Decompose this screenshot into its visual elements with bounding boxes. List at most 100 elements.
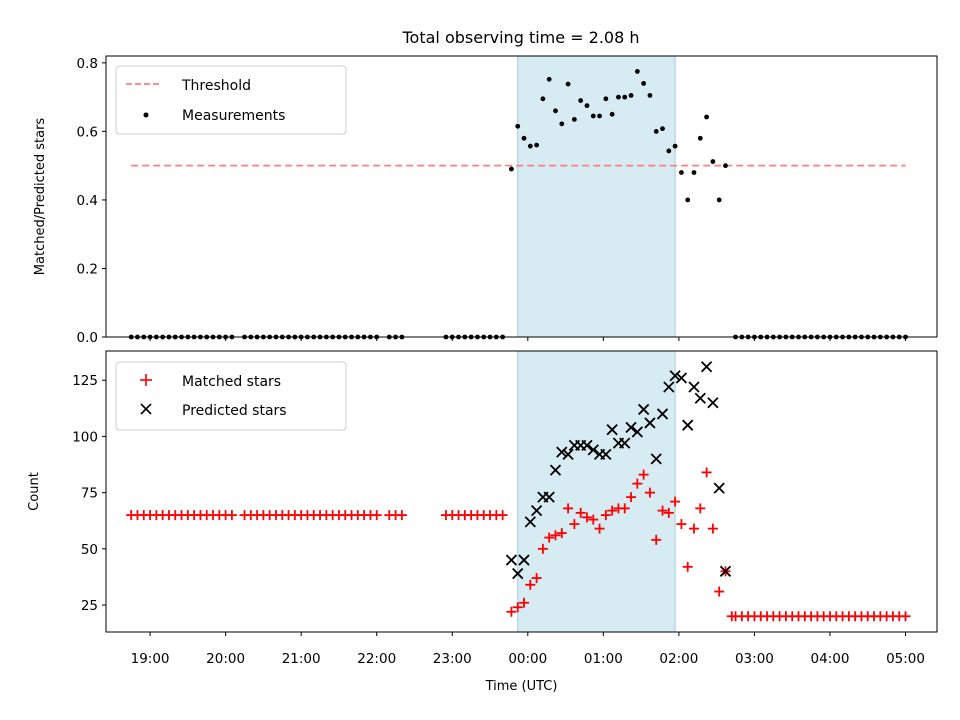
figure-title: Total observing time = 2.08 h	[401, 28, 639, 47]
measurement-point	[584, 103, 590, 109]
predicted-star-point	[600, 448, 612, 461]
measurement-point	[647, 93, 653, 98]
bottom-axes: 25 50 75 100 125 19:00 20:00 21:00 22:00 23:00 00…	[27, 350, 938, 694]
measurement-point	[597, 113, 602, 119]
x-tick-label: 00:00	[508, 651, 547, 667]
bottom-legend: Matched stars Predicted stars	[115, 361, 347, 431]
matched-star-point	[544, 532, 555, 543]
predicted-star-point	[631, 426, 643, 438]
y-tick-label: 100	[72, 429, 98, 445]
predicted-legend-swatch	[140, 403, 152, 415]
measurement-point	[521, 135, 527, 141]
predicted-star-points	[505, 361, 732, 580]
measurement-point	[653, 128, 659, 134]
predicted-star-point	[669, 370, 681, 382]
predicted-star-point	[619, 437, 631, 449]
measurement-point	[590, 113, 596, 119]
x-tick-label: 02:00	[659, 651, 698, 667]
matched-star-point	[506, 606, 517, 617]
measurement-point	[622, 94, 628, 100]
matched-star-point	[588, 514, 599, 525]
matched-star-point	[707, 523, 718, 534]
matched-star-point	[594, 523, 605, 534]
matched-star-point	[525, 579, 536, 590]
predicted-star-point	[656, 408, 669, 420]
measurement-point	[571, 116, 577, 122]
matched-star-point	[638, 469, 649, 480]
measurement-point	[509, 166, 514, 172]
y-tick-label: 0.4	[77, 193, 98, 209]
measurement-point	[710, 159, 716, 164]
matched-star-point	[581, 512, 592, 523]
measurement-point	[534, 142, 540, 148]
matched-star-point	[663, 507, 674, 518]
bottom-x-ticks: 19:00 20:00 21:00 22:00 23:00 00:00 01:00 02:00…	[131, 632, 925, 667]
x-tick-label: 22:00	[357, 651, 396, 667]
top-axes: 0.00.20.40.60.8 Matched/Predicted stars …	[33, 55, 938, 346]
matched-star-point	[688, 523, 699, 534]
measurement-point	[616, 94, 621, 100]
measurement-point	[641, 81, 647, 86]
predicted-star-point	[530, 504, 543, 517]
predicted-star-point	[625, 421, 637, 434]
y-tick-label: 0.0	[77, 330, 98, 346]
predicted-star-point	[505, 554, 518, 566]
top-legend-box	[115, 65, 347, 135]
predicted-star-point	[543, 491, 555, 503]
top-y-axis-label: Matched/Predicted stars	[33, 118, 48, 276]
matched-star-point	[550, 530, 561, 541]
predicted-star-point	[562, 448, 574, 461]
top-axes-frame	[105, 55, 938, 338]
measurement-point	[527, 143, 533, 149]
matched-star-point	[512, 602, 523, 613]
measurements-legend-label: Measurements	[182, 108, 285, 124]
predicted-star-point	[524, 516, 536, 528]
predicted-star-point	[587, 444, 599, 456]
matched-star-point	[657, 505, 668, 516]
bottom-y-ticks: 25 50 75 100 125	[72, 373, 106, 614]
matched-star-point	[556, 528, 567, 539]
y-tick-label: 0.8	[77, 56, 98, 72]
measurement-point	[723, 163, 728, 169]
predicted-star-point	[663, 381, 675, 393]
matched-legend-label: Matched stars	[182, 374, 281, 390]
x-tick-label: 20:00	[206, 651, 245, 667]
predicted-legend-label: Predicted stars	[182, 403, 287, 419]
measurement-point	[679, 170, 684, 175]
matched-star-point	[626, 492, 637, 503]
y-tick-label: 50	[81, 542, 98, 558]
predicted-star-point	[549, 464, 562, 476]
bottom-axes-frame	[105, 350, 938, 633]
matched-star-point	[670, 496, 681, 507]
matched-star-point	[619, 503, 630, 514]
measurement-point	[546, 76, 552, 82]
predicted-star-point	[512, 567, 524, 580]
top-y-ticks: 0.0 0.2 0.4 0.6 0.8	[77, 56, 106, 346]
x-tick-label: 01:00	[584, 651, 623, 667]
matched-star-point	[519, 597, 530, 608]
matched-star-point	[531, 573, 542, 584]
matched-star-point	[676, 519, 687, 530]
x-tick-label: 19:00	[131, 651, 170, 667]
matched-star-point	[695, 503, 706, 514]
predicted-star-point	[688, 381, 700, 393]
measurement-point	[515, 123, 521, 129]
predicted-star-point	[606, 424, 618, 436]
measurement-point	[634, 69, 640, 74]
measurement-point	[609, 111, 615, 117]
matched-legend-swatch	[140, 374, 152, 386]
matched-star-point	[371, 510, 382, 521]
predicted-star-point	[556, 446, 568, 458]
matched-star-point	[569, 519, 580, 530]
matched-star-point	[497, 510, 508, 521]
predicted-star-point	[650, 453, 662, 465]
y-tick-label: 0.2	[77, 261, 98, 277]
measurement-point	[685, 197, 691, 203]
y-tick-label: 0.6	[77, 124, 98, 140]
predicted-star-point	[637, 403, 650, 416]
matched-star-point	[563, 503, 574, 514]
predicted-star-point	[700, 361, 713, 373]
top-legend: Threshold Measurements	[115, 65, 347, 135]
predicted-star-point	[719, 565, 732, 577]
